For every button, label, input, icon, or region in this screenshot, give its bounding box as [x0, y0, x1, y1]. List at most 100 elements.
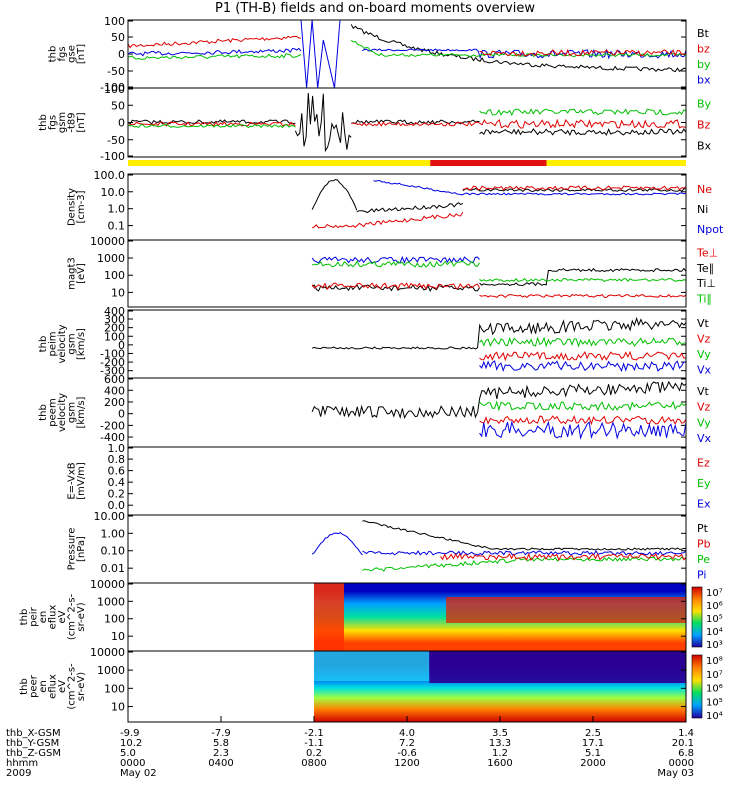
- y-tick-label: -200: [100, 356, 125, 369]
- y-tick-label: 100: [104, 83, 125, 96]
- y-tick-label: 50: [111, 99, 125, 112]
- y-axis-label: eV: [57, 610, 68, 623]
- y-axis-label: thb: [19, 678, 30, 695]
- y-axis-label: (cm^2-s-: [67, 663, 78, 710]
- x-axis-label: 2009: [6, 768, 31, 779]
- y-tick-label: 1000: [97, 252, 125, 265]
- y-tick-label: 10: [111, 630, 125, 643]
- legend-entry: Ne: [697, 183, 712, 196]
- y-tick-label: 1000: [97, 595, 125, 608]
- x-tick-label: 0800: [301, 758, 326, 769]
- panel-frame: [127, 377, 687, 448]
- legend-entry: bx: [697, 73, 711, 86]
- mode-bar-segment: [546, 160, 686, 166]
- ti-par-line: [479, 277, 687, 283]
- pe-line: [362, 556, 687, 572]
- legend-entry: Ni: [697, 203, 708, 216]
- legend-entry: Ti⊥: [696, 277, 716, 290]
- y-tick-label: -50: [107, 65, 125, 78]
- bz-line: [479, 48, 686, 57]
- ephemeris-label: thb_Y-GSM: [6, 738, 59, 749]
- y-axis-label: peir: [29, 606, 40, 626]
- y-axis-label: gsm: [57, 112, 68, 133]
- y-axis-label: [km/s]: [76, 328, 87, 360]
- y-axis-label: [nT]: [76, 44, 87, 64]
- y-axis-label: eflux: [48, 605, 59, 630]
- y-axis-label: fgs: [57, 46, 68, 61]
- bx-line: [127, 119, 296, 125]
- x-tick-label: 0400: [208, 758, 233, 769]
- bx-line: [294, 92, 352, 153]
- ephemeris-value: 5.8: [213, 738, 229, 749]
- ephemeris-value: 13.3: [489, 738, 511, 749]
- ephemeris-value: 6.8: [678, 748, 694, 759]
- y-tick-label: 1.0: [108, 203, 126, 216]
- y-axis-label: fgs: [48, 115, 59, 130]
- y-axis-label: gsm: [67, 333, 78, 354]
- ephemeris-value: 10.2: [120, 738, 142, 749]
- legend-entry: Vy: [697, 348, 711, 361]
- y-tick-label: 200: [104, 322, 125, 335]
- x-tick-date: May 03: [657, 768, 694, 779]
- bz-line: [127, 121, 296, 127]
- y-tick-label: 100: [104, 613, 125, 626]
- legend-entry: Bx: [697, 140, 712, 153]
- y-tick-label: 0.2: [108, 488, 126, 501]
- y-tick-label: 10: [111, 286, 125, 299]
- by-line: [350, 39, 687, 58]
- y-tick-label: 400: [104, 305, 125, 318]
- y-axis-label: thb: [38, 114, 49, 131]
- y-tick-label: -400: [100, 431, 125, 444]
- legend-entry: Ey: [697, 477, 711, 490]
- y-tick-label: 0: [118, 117, 125, 130]
- ti-perp-line: [311, 255, 480, 264]
- ephemeris-value: 7.2: [399, 738, 415, 749]
- legend-entry: Npot: [697, 223, 724, 236]
- y-tick-label: 0.1: [108, 220, 126, 233]
- y-axis-label: [nT]: [76, 112, 87, 132]
- spectrogram-image: [314, 583, 344, 651]
- y-axis-label: velocity: [57, 324, 68, 363]
- legend-entry: Bz: [697, 119, 711, 132]
- y-tick-label: 0.01: [101, 562, 126, 575]
- y-tick-label: 1000: [97, 664, 125, 677]
- legend-entry: Vz: [697, 332, 711, 345]
- legend-entry: Vx: [697, 363, 712, 376]
- y-axis-label: thb: [48, 46, 59, 63]
- y-tick-label: 600: [104, 373, 125, 386]
- mode-bar-segment: [128, 160, 431, 166]
- legend-entry: Ez: [697, 456, 710, 469]
- mode-bar-segment: [430, 160, 547, 166]
- y-axis-label: gse: [67, 45, 78, 63]
- spectrogram-image: [429, 651, 686, 683]
- y-tick-label: -100: [100, 81, 125, 94]
- y-tick-label: 100: [104, 15, 125, 28]
- colorbar-tick-label: 10⁶: [706, 684, 723, 695]
- y-axis-label: -t89: [67, 112, 78, 132]
- y-axis-label: E=-VxB: [67, 462, 78, 499]
- ephemeris-value: 20.1: [672, 738, 694, 749]
- te-perp-line: [479, 293, 687, 299]
- y-axis-label: velocity: [57, 393, 68, 432]
- ni-line: [462, 188, 687, 193]
- y-axis-label: [eV]: [76, 263, 87, 284]
- y-tick-label: 10000: [90, 235, 125, 248]
- legend-entry: Pb: [697, 537, 711, 550]
- ephemeris-value: -9.9: [120, 728, 140, 739]
- y-tick-label: 0.8: [108, 453, 126, 466]
- y-axis-label: [mV/m]: [76, 462, 87, 500]
- y-tick-label: -100: [100, 347, 125, 360]
- ephemeris-value: 17.1: [582, 738, 604, 749]
- y-axis-label: (cm^2-s-: [67, 593, 78, 640]
- ephemeris-value: -0.6: [397, 748, 417, 759]
- bt-line: [127, 35, 302, 49]
- colorbar-tick-label: 10⁴: [706, 711, 723, 722]
- ephemeris-label: thb_X-GSM: [6, 728, 61, 739]
- ti-par-line: [311, 260, 480, 268]
- ephemeris-value: -2.1: [304, 728, 324, 739]
- vx-line: [479, 420, 687, 440]
- panel-frame: [127, 173, 687, 241]
- x-tick-label: 0000: [669, 758, 694, 769]
- bx-line: [300, 19, 341, 89]
- legend-entry: Pt: [697, 522, 709, 535]
